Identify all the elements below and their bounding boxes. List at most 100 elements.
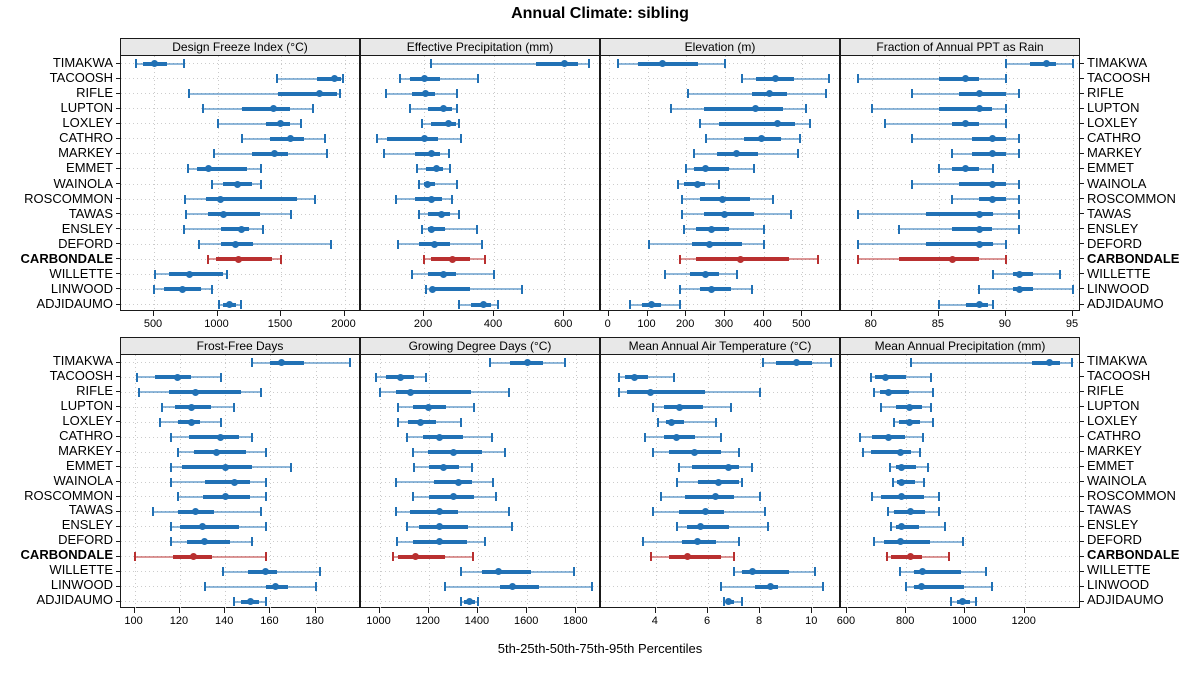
gridline-horizontal — [361, 362, 599, 363]
median-dot — [425, 403, 433, 411]
axis-tick — [646, 311, 648, 316]
whisker-cap — [677, 179, 680, 189]
whisker-cap — [251, 432, 254, 442]
median-dot — [647, 388, 655, 396]
site-label: LUPTON — [60, 397, 114, 413]
whisker-cap — [761, 358, 764, 367]
median-dot — [721, 210, 729, 218]
median-dot — [667, 418, 675, 426]
whisker-cap — [685, 164, 688, 174]
median-dot — [989, 150, 996, 158]
whisker-cap — [949, 597, 952, 606]
axis-tick-label: 600 — [554, 318, 573, 330]
panel-6: Growing Degree Days (°C) — [360, 337, 600, 609]
whisker-cap — [187, 164, 190, 174]
row-tick-right — [1080, 107, 1084, 109]
percentile-range-25-75 — [699, 287, 731, 292]
whisker-cap — [1004, 59, 1007, 68]
whisker-cap — [496, 300, 499, 309]
site-label: CATHRO — [59, 130, 113, 146]
median-dot — [702, 270, 709, 278]
row-tick-right — [1080, 303, 1084, 305]
median-dot — [1015, 285, 1023, 293]
row-tick-right — [1080, 183, 1084, 184]
gridline-horizontal — [361, 466, 599, 468]
median-dot — [204, 165, 212, 173]
percentile-range-25-75 — [891, 554, 923, 559]
axis-tick-label: 100 — [637, 318, 656, 330]
median-dot — [221, 463, 229, 471]
percentile-range-25-75 — [663, 405, 703, 410]
whisker-cap — [951, 194, 954, 204]
whisker-cap — [382, 149, 385, 159]
whisker-cap — [198, 239, 201, 249]
whisker-cap — [459, 567, 462, 577]
percentile-range-25-75 — [418, 524, 468, 529]
median-dot — [962, 120, 970, 128]
whisker-cap — [311, 104, 314, 114]
whisker-cap — [921, 432, 924, 442]
median-dot — [702, 165, 709, 173]
whisker-cap — [1018, 89, 1021, 99]
whisker-cap — [1018, 209, 1021, 219]
axis-tick-label: 300 — [714, 318, 734, 330]
whisker-cap — [226, 269, 228, 279]
whisker-cap — [617, 59, 620, 68]
whisker-cap — [138, 387, 141, 397]
whisker-cap — [648, 239, 651, 249]
gridline-horizontal — [361, 78, 599, 80]
row-tick-right — [1080, 243, 1084, 245]
percentile-range-25-75 — [204, 480, 251, 484]
whisker-cap — [828, 74, 831, 84]
median-dot — [523, 359, 531, 366]
row-tick-left — [116, 406, 120, 408]
median-dot — [186, 270, 194, 278]
whisker-cap — [675, 522, 678, 532]
whisker-cap — [325, 149, 328, 159]
axis-tick — [216, 311, 218, 316]
whisker-cap — [572, 567, 575, 577]
whisker-cap — [430, 59, 433, 68]
median-dot — [884, 388, 892, 396]
gridline-horizontal — [601, 421, 839, 423]
whisker-cap — [396, 417, 399, 427]
median-dot — [962, 75, 970, 83]
whisker-cap — [652, 402, 655, 412]
whisker-cap — [816, 254, 819, 264]
row-tick-right — [1080, 600, 1084, 602]
axis-tick — [427, 608, 429, 613]
whisker-cap — [1071, 358, 1074, 367]
whisker-cap — [704, 134, 707, 144]
row-tick-right — [1080, 167, 1084, 169]
site-label: TAWAS — [68, 502, 113, 518]
axis-tick — [845, 608, 847, 613]
gridline-horizontal — [361, 168, 599, 170]
gridline-horizontal — [841, 481, 1079, 483]
axis-tick-label: 95 — [1065, 318, 1079, 330]
gridline-horizontal — [601, 362, 839, 363]
panel-strip: Frost-Free Days — [121, 338, 359, 355]
median-dot — [975, 105, 983, 113]
whisker-cap — [392, 552, 394, 562]
whisker-cap — [151, 507, 154, 517]
median-dot — [199, 523, 206, 531]
percentile-range-25-75 — [870, 450, 911, 455]
row-tick-left — [116, 525, 120, 527]
site-label: CARBONDALE — [1087, 547, 1180, 563]
whisker-cap — [714, 417, 717, 427]
gridline-horizontal — [361, 138, 599, 140]
whisker-cap — [887, 507, 890, 517]
site-label: CARBONDALE — [1087, 250, 1180, 266]
whisker-cap — [991, 269, 994, 279]
median-dot — [439, 105, 447, 113]
whisker-cap — [905, 582, 908, 592]
site-label: CATHRO — [1087, 427, 1141, 443]
site-label: TACOOSH — [49, 70, 113, 86]
axis-tick — [133, 608, 135, 613]
whisker-cap — [678, 462, 681, 472]
row-tick-right — [1080, 466, 1084, 468]
percentile-range-25-75 — [684, 494, 735, 499]
percentile-range-25-75 — [913, 569, 961, 574]
whisker-cap — [657, 417, 660, 427]
percentile-range-25-75 — [208, 212, 261, 217]
